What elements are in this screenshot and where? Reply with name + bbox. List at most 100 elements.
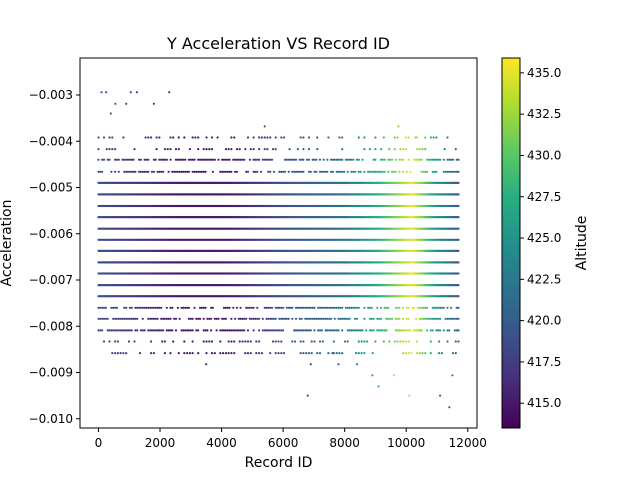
data-point <box>337 317 340 320</box>
data-point <box>274 329 277 332</box>
data-point <box>195 329 198 332</box>
data-point <box>398 317 401 320</box>
data-point <box>291 306 294 309</box>
data-point <box>387 306 390 309</box>
data-point <box>355 317 359 320</box>
data-point <box>333 317 336 320</box>
data-point <box>165 306 168 309</box>
data-point <box>309 170 312 173</box>
data-point <box>272 170 275 173</box>
data-point <box>341 317 344 320</box>
data-point <box>171 306 174 309</box>
data-point <box>261 317 264 320</box>
data-point <box>306 329 309 332</box>
data-point <box>115 158 118 161</box>
data-point <box>361 158 364 161</box>
data-point <box>239 158 242 161</box>
data-point <box>341 158 344 161</box>
data-point <box>298 158 301 161</box>
data-point <box>370 329 373 332</box>
data-point <box>457 227 460 230</box>
data-point <box>457 306 460 309</box>
data-point <box>230 329 233 332</box>
data-point <box>298 170 301 173</box>
data-point <box>261 158 264 161</box>
data-point <box>136 329 139 332</box>
data-point <box>372 329 375 332</box>
data-point <box>326 170 329 173</box>
data-point <box>174 329 178 332</box>
data-point <box>354 306 357 309</box>
data-point <box>147 170 150 173</box>
data-point <box>426 170 429 173</box>
data-point <box>211 306 214 309</box>
data-point <box>439 158 442 161</box>
data-point <box>383 170 386 173</box>
data-point <box>112 329 115 332</box>
data-point <box>405 329 408 332</box>
data-point <box>298 317 301 320</box>
data-point <box>307 158 311 161</box>
data-point <box>409 170 412 173</box>
data-point <box>409 329 412 332</box>
data-point <box>206 317 209 320</box>
data-point <box>402 158 405 161</box>
data-point <box>206 329 209 332</box>
data-point <box>204 306 207 309</box>
data-point <box>376 306 379 309</box>
data-point <box>359 170 362 173</box>
data-point <box>282 317 285 320</box>
data-point <box>294 329 298 332</box>
data-point <box>210 329 213 332</box>
data-point <box>354 317 357 320</box>
data-point <box>143 158 146 161</box>
data-point <box>298 306 301 309</box>
data-point <box>278 317 281 320</box>
data-point <box>318 306 322 309</box>
data-point <box>326 329 329 332</box>
data-point <box>246 306 250 309</box>
data-point <box>222 306 226 309</box>
data-point <box>99 306 102 309</box>
data-point <box>119 329 122 332</box>
data-point <box>398 158 401 161</box>
data-point <box>294 158 298 161</box>
data-point <box>198 306 202 309</box>
data-point <box>258 317 261 320</box>
data-point <box>426 317 429 320</box>
data-point <box>282 306 285 309</box>
data-point <box>99 329 102 332</box>
data-point <box>154 329 157 332</box>
data-point <box>165 158 168 161</box>
data-point <box>420 306 423 309</box>
data-point <box>450 317 453 320</box>
data-point <box>346 158 349 161</box>
data-point <box>429 158 432 161</box>
data-point <box>413 306 416 309</box>
data-point <box>126 170 130 173</box>
data-point <box>102 158 106 161</box>
data-point <box>182 158 185 161</box>
data-point <box>232 306 235 309</box>
data-point <box>160 317 163 320</box>
data-point <box>250 306 253 309</box>
data-point <box>226 329 229 332</box>
data-point <box>250 317 253 320</box>
data-point <box>270 317 274 320</box>
data-point <box>363 170 366 173</box>
data-point <box>426 306 429 309</box>
data-point <box>267 329 270 332</box>
data-point <box>197 329 200 332</box>
data-point <box>160 158 163 161</box>
data-point <box>302 306 305 309</box>
data-point <box>154 158 157 161</box>
data-point <box>99 317 102 320</box>
data-point <box>415 317 418 320</box>
data-point <box>318 317 322 320</box>
data-point <box>278 306 281 309</box>
data-point <box>256 170 259 173</box>
data-point <box>361 329 364 332</box>
chart-title: Y Acceleration VS Record ID <box>166 34 390 53</box>
data-point <box>202 158 205 161</box>
data-point <box>132 158 135 161</box>
